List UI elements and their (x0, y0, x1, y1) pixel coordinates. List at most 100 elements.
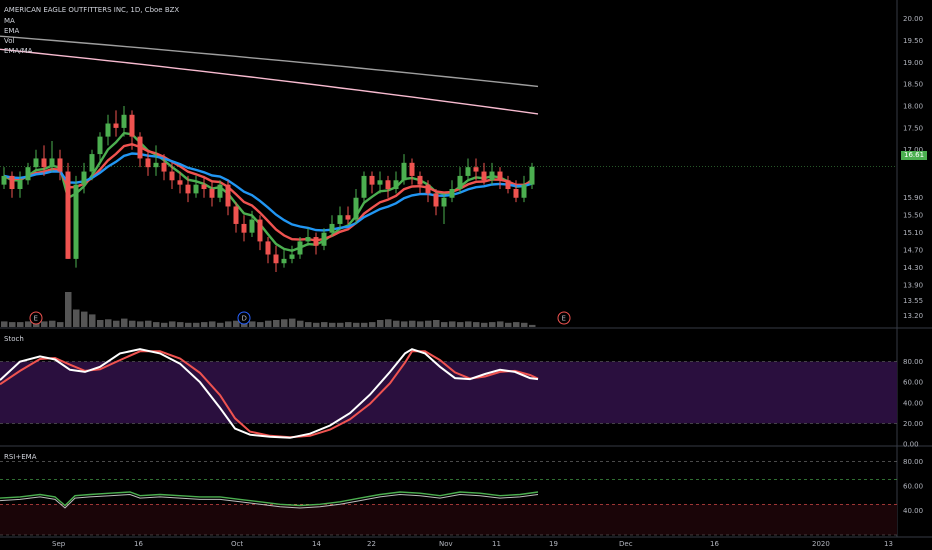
price-axis-tick: 14.30 (903, 264, 923, 272)
time-axis-tick: Sep (52, 540, 66, 548)
ema-line (0, 48, 539, 115)
volume-bar (57, 322, 64, 327)
time-axis-tick: 19 (549, 540, 558, 548)
volume-bar (497, 321, 504, 327)
stoch-pane-title[interactable]: Stoch (4, 335, 24, 343)
candle-body (481, 171, 487, 181)
volume-bar (305, 322, 312, 327)
candle-body (273, 254, 279, 264)
price-axis-tick: 17.00 (903, 146, 923, 154)
candle-body (353, 197, 359, 220)
price-axis-tick: 18.00 (903, 103, 923, 111)
candle-body (377, 180, 383, 185)
candle-body (529, 166, 535, 185)
volume-bar (353, 322, 360, 327)
volume-bar (481, 322, 488, 327)
volume-bar (329, 322, 336, 327)
rsi-axis-tick: 40.00 (903, 507, 923, 515)
candle-body (169, 171, 175, 181)
volume-bar (97, 320, 104, 327)
candle-body (337, 215, 343, 224)
time-axis-tick: 2020 (812, 540, 830, 548)
price-axis-tick: 14.70 (903, 247, 923, 255)
candle-body (17, 180, 23, 190)
time-axis-tick: 14 (312, 540, 321, 548)
candle-body (345, 215, 351, 220)
candle-body (97, 136, 103, 155)
candle-body (73, 184, 79, 259)
volume-bar (49, 320, 56, 327)
rsi-lower-zone (0, 504, 897, 535)
rsi-ema-line (0, 493, 539, 509)
candle-body (505, 180, 511, 190)
volume-bar (25, 321, 32, 327)
stoch-band (0, 361, 897, 424)
stoch-axis-tick: 40.00 (903, 399, 923, 407)
volume-bar (345, 322, 352, 327)
volume-bar (41, 321, 48, 327)
candle-body (513, 189, 519, 198)
event-marker[interactable] (557, 311, 571, 325)
volume-bar (361, 322, 368, 327)
indicator-ema-ma-label[interactable]: EMA/MA (4, 47, 33, 55)
candle-body (193, 184, 199, 194)
volume-bar (249, 321, 256, 327)
rsi-axis-tick: 60.00 (903, 482, 923, 490)
time-axis-tick: Nov (439, 540, 453, 548)
time-axis-tick: 16 (134, 540, 143, 548)
volume-bar (193, 322, 200, 327)
indicator-ma-label[interactable]: MA (4, 17, 15, 25)
volume-bar (265, 320, 272, 327)
candle-body (1, 175, 7, 185)
price-axis-tick: 13.90 (903, 282, 923, 290)
candle-body (417, 175, 423, 185)
event-marker[interactable] (29, 311, 43, 325)
price-axis-tick: 20.00 (903, 15, 923, 23)
volume-bar (281, 319, 288, 327)
event-marker-label: E (562, 315, 566, 323)
symbol-title: AMERICAN EAGLE OUTFITTERS INC, 1D, Cboe … (4, 6, 180, 14)
volume-bar (465, 321, 472, 327)
volume-bar (129, 320, 136, 327)
event-marker[interactable] (237, 311, 251, 325)
volume-bar (457, 322, 464, 327)
price-axis-tick: 19.00 (903, 59, 923, 67)
volume-bar (257, 322, 264, 327)
event-marker-label: D (242, 315, 247, 323)
candle-body (233, 206, 239, 224)
volume-bar (17, 322, 24, 327)
indicator-vol-label[interactable]: Vol (4, 37, 15, 45)
event-marker-label: E (34, 315, 38, 323)
candle-body (297, 241, 303, 255)
candle-body (329, 223, 335, 233)
candle-body (201, 184, 207, 190)
volume-bar (73, 309, 80, 327)
candle-body (449, 189, 455, 198)
candle-body (105, 123, 111, 137)
volume-bar (369, 322, 376, 327)
candle-body (65, 171, 71, 259)
indicator-ema-label[interactable]: EMA (4, 27, 20, 35)
candle-body (489, 171, 495, 181)
volume-bar (337, 322, 344, 327)
volume-bar (177, 322, 184, 327)
candle-body (281, 258, 287, 264)
volume-bar (1, 321, 8, 327)
volume-bar (185, 322, 192, 327)
candle-body (401, 162, 407, 181)
rsi-pane-title[interactable]: RSI+EMA (4, 453, 37, 461)
candle-body (305, 237, 311, 242)
candle-body (265, 241, 271, 255)
candle-body (9, 175, 15, 190)
candle-body (321, 232, 327, 246)
candle-body (121, 114, 127, 128)
candle-body (57, 158, 63, 172)
candle-body (81, 171, 87, 185)
price-axis-tick: 17.50 (903, 124, 923, 132)
price-axis-tick: 13.55 (903, 297, 923, 305)
candle-body (393, 180, 399, 190)
time-axis-tick: 22 (367, 540, 376, 548)
volume-bar (401, 321, 408, 327)
volume-bar (145, 320, 152, 327)
